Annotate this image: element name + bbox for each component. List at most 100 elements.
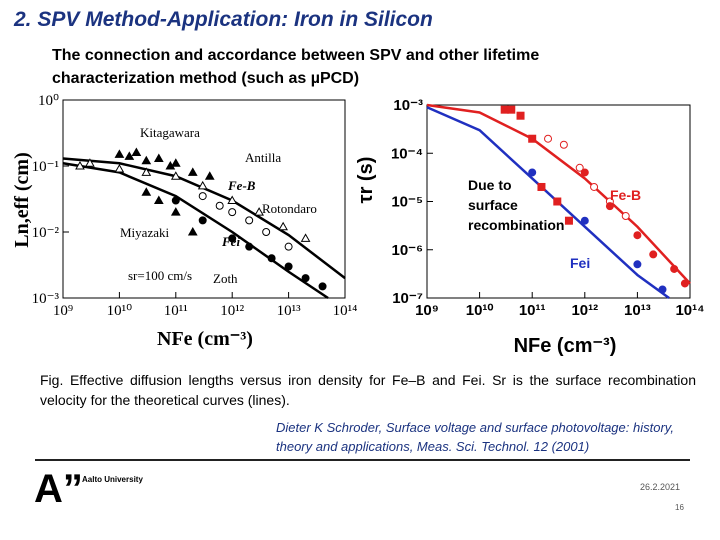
x-tick-label: 10¹⁰ [107, 303, 133, 319]
x-tick-label: 10¹⁰ [466, 302, 494, 319]
y-tick-label: 10⁰ [38, 93, 59, 109]
x-tick-label: 10¹³ [277, 303, 301, 319]
point [318, 282, 327, 291]
y-tick-label: 10⁻³ [32, 291, 60, 307]
annotation: Due to [468, 177, 512, 193]
point [85, 158, 95, 167]
point [633, 231, 642, 240]
point [267, 254, 276, 263]
point [228, 234, 237, 243]
point [228, 208, 237, 217]
x-tick-label: 10¹¹ [164, 303, 188, 319]
point [559, 140, 568, 149]
point [131, 147, 142, 157]
point [516, 111, 525, 120]
y-tick-label: 10⁻³ [393, 97, 423, 114]
point [580, 168, 589, 177]
point [187, 226, 198, 236]
annotation: sr=100 cm/s [128, 268, 192, 283]
point [575, 163, 584, 172]
point [301, 274, 310, 283]
point [254, 207, 264, 216]
slide-title: 2. SPV Method-Application: Iron in Silic… [14, 8, 433, 31]
y-tick-label: 10⁻⁴ [391, 145, 423, 162]
point [114, 149, 125, 158]
rule [35, 459, 690, 461]
point [284, 242, 293, 251]
point [605, 202, 614, 211]
point [300, 233, 311, 242]
point [75, 160, 85, 170]
y-tick-label: 10⁻⁵ [391, 194, 423, 211]
point [141, 187, 152, 196]
point [187, 167, 198, 176]
point [114, 164, 125, 173]
point [544, 134, 553, 143]
point [245, 216, 254, 225]
plot-frame [62, 99, 346, 299]
point [170, 158, 181, 167]
point [528, 168, 537, 177]
date: 26.2.2021 [640, 482, 681, 492]
x-tick-label: 10⁹ [415, 302, 439, 319]
point [553, 197, 562, 206]
x-tick-label: 10¹³ [624, 302, 651, 319]
annotation: recombination [468, 217, 564, 233]
point [227, 195, 238, 205]
point [633, 260, 642, 269]
point [197, 180, 208, 190]
point [262, 228, 271, 236]
point [564, 216, 573, 225]
x-axis-label: NFe (cm⁻³) [157, 328, 253, 350]
annotation: Fe-B [610, 187, 641, 203]
logo: A” [34, 467, 83, 511]
point [153, 153, 164, 162]
y-tick-label: 10⁻⁶ [391, 242, 423, 259]
x-tick-label: 10⁹ [53, 303, 73, 319]
reference: Dieter K Schroder, Surface voltage and s… [276, 420, 674, 454]
point [153, 195, 164, 205]
point [537, 182, 546, 191]
point [658, 285, 667, 294]
annotation: Fei [221, 234, 240, 249]
annotation: Fe-B [227, 178, 256, 193]
y-axis-label: Ln,eff (cm) [11, 152, 33, 248]
point [170, 171, 181, 180]
point [528, 134, 537, 143]
x-tick-label: 10¹⁴ [333, 303, 358, 319]
point [215, 201, 224, 210]
annotation: Miyazaki [120, 225, 169, 240]
point [284, 262, 293, 271]
point [141, 167, 152, 176]
point [245, 242, 254, 251]
annotation: Antilla [245, 150, 281, 165]
curve [62, 162, 329, 300]
annotation: surface [468, 197, 518, 213]
y-tick-label: 10⁻² [32, 225, 60, 241]
y-tick-label: 10⁻⁷ [392, 290, 423, 307]
point [198, 192, 207, 201]
point [141, 155, 152, 165]
x-tick-label: 10¹¹ [519, 302, 546, 319]
point [580, 216, 589, 225]
point [590, 182, 599, 191]
caption: Fig. Effective diffusion lengths versus … [40, 372, 696, 408]
point [621, 212, 630, 221]
y-axis-label: τr (s) [355, 157, 377, 204]
point [198, 216, 207, 225]
curve [426, 103, 691, 285]
annotation: Zoth [213, 271, 238, 286]
point [204, 171, 215, 180]
x-tick-label: 10¹⁴ [675, 302, 704, 319]
annotation: Kitagawara [140, 125, 200, 140]
y-tick-label: 10⁻¹ [32, 159, 59, 175]
page-number: 16 [675, 503, 684, 512]
point [507, 105, 516, 114]
point [500, 105, 509, 114]
point [171, 196, 180, 205]
point [649, 250, 658, 259]
annotation: Rotondaro [262, 201, 317, 216]
annotation: Fei [570, 255, 590, 271]
point [124, 151, 135, 160]
